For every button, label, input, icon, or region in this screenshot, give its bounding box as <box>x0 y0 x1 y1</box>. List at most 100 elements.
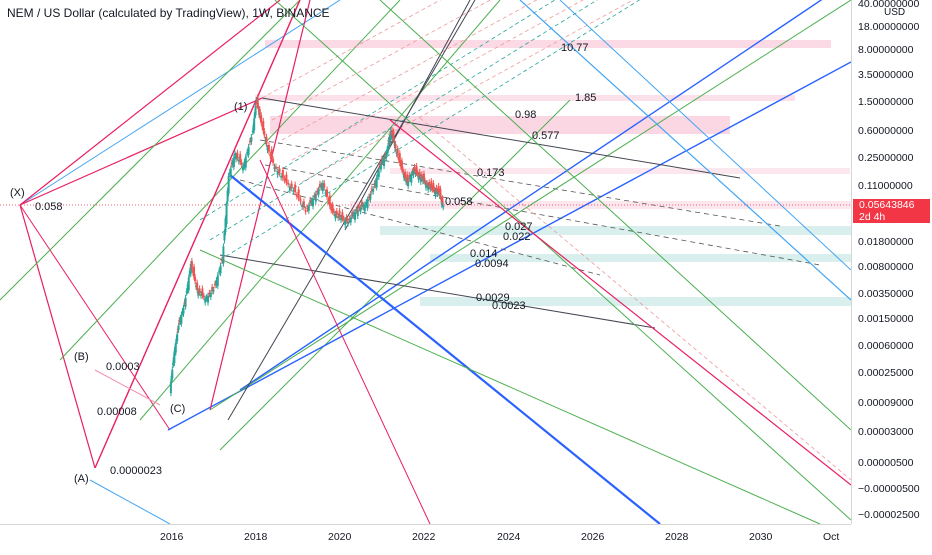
candle-body <box>430 181 433 189</box>
candle-body <box>376 174 379 176</box>
candle-body <box>301 204 304 207</box>
chart-line <box>19 97 263 206</box>
candle-body <box>391 130 394 136</box>
zone-rect <box>430 254 851 262</box>
candle-body <box>312 198 314 207</box>
candle-body <box>216 275 219 286</box>
candle-body <box>212 289 215 292</box>
level-label: 1.85 <box>575 92 596 104</box>
price-tick-label: 18.00000000 <box>858 21 920 33</box>
candle-body <box>190 261 193 269</box>
candle-body <box>328 195 331 206</box>
candle-body <box>231 160 234 165</box>
candle-body <box>302 201 305 208</box>
candle-body <box>285 174 288 183</box>
candle-body <box>368 196 370 199</box>
candle-body <box>219 265 222 274</box>
candle-body <box>257 106 260 110</box>
candle-body <box>354 212 356 220</box>
level-label: 0.173 <box>477 167 505 179</box>
candle-body <box>380 158 383 163</box>
time-tick-label: 2022 <box>412 531 436 543</box>
price-tick-label: 3.50000000 <box>858 69 914 81</box>
candle-body <box>435 187 438 192</box>
chart-line <box>239 179 601 276</box>
candle-body <box>400 160 403 170</box>
candle-body <box>327 199 330 202</box>
candle-body <box>342 218 345 221</box>
candle-body <box>314 193 317 202</box>
price-tick-label: −0.00002500 <box>858 509 920 521</box>
chart-line <box>139 0 501 421</box>
candle-body <box>274 166 277 169</box>
candle-body <box>254 106 257 116</box>
candle-body <box>426 183 429 185</box>
chart-line <box>291 0 584 161</box>
chart-line <box>261 97 741 179</box>
wave-label: (B) <box>74 351 89 363</box>
candle-body <box>247 146 250 155</box>
candle-body <box>222 246 225 264</box>
candle-body <box>352 214 355 216</box>
candle-body <box>197 291 200 296</box>
candle-body <box>253 118 256 131</box>
candle-body <box>309 199 312 204</box>
price-tick-label: 0.00003000 <box>858 426 914 438</box>
wave-label: (C) <box>170 403 185 415</box>
chart-line <box>271 0 492 121</box>
chart-line <box>379 0 851 431</box>
candle-body <box>422 173 425 181</box>
candle-body <box>196 282 199 290</box>
candle-body <box>310 200 313 204</box>
zone-rect <box>390 168 850 174</box>
candle-body <box>276 171 279 175</box>
candle-body <box>189 264 192 274</box>
candle-body <box>240 162 243 165</box>
price-tick-label: 0.00025000 <box>858 367 914 379</box>
chart-line <box>419 117 851 481</box>
candle-body <box>255 99 258 102</box>
candle-body <box>321 183 324 192</box>
candle-body <box>356 209 359 217</box>
candle-body <box>434 190 437 196</box>
candle-body <box>313 195 316 197</box>
candle-body <box>185 291 188 293</box>
chart-line <box>0 0 301 301</box>
chart-line <box>389 119 851 486</box>
candle-body <box>195 285 198 288</box>
chart-line <box>94 0 301 469</box>
candle-body <box>230 162 233 165</box>
level-label: 0.0023 <box>492 300 526 312</box>
candle-body <box>260 115 263 123</box>
candle-body <box>432 183 435 190</box>
level-label: 0.014 <box>470 248 498 260</box>
time-axis[interactable] <box>0 524 851 551</box>
candle-body <box>227 175 230 194</box>
candle-body <box>299 198 302 202</box>
candle-body <box>424 180 426 183</box>
candle-body <box>334 213 337 219</box>
chart-line <box>209 0 851 411</box>
chart-line <box>19 204 171 431</box>
candle-body <box>205 297 208 299</box>
candle-body <box>262 120 265 131</box>
chart-line <box>19 0 281 206</box>
price-tick-label: 0.60000000 <box>858 125 914 137</box>
price-tick-label: 0.00060000 <box>858 340 914 352</box>
candle-body <box>270 149 273 160</box>
candle-body <box>344 220 347 226</box>
chart-title: NEM / US Dollar (calculated by TradingVi… <box>7 6 330 20</box>
price-axis[interactable] <box>851 0 932 524</box>
candle-body <box>386 145 389 153</box>
candle-body <box>403 174 405 179</box>
candle-body <box>172 363 174 366</box>
chart-line <box>209 0 311 411</box>
candle-body <box>184 297 187 307</box>
chart-line <box>89 479 171 524</box>
candle-body <box>263 131 266 136</box>
candle-body <box>283 178 286 181</box>
candle-body <box>379 164 382 170</box>
candle-body <box>420 174 423 179</box>
